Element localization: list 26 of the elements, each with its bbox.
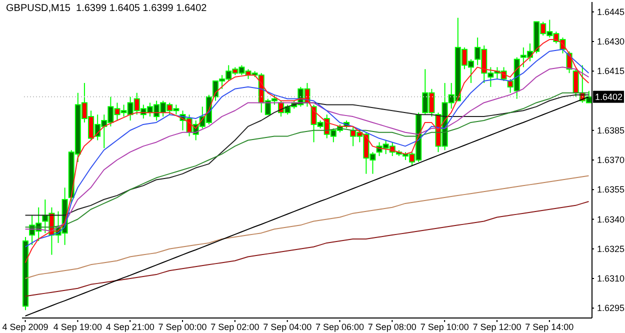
y-tick-label: 1.6325 xyxy=(597,244,625,254)
x-tick-label: 7 Sep 14:00 xyxy=(525,322,574,332)
x-tick-label: 4 Sep 21:00 xyxy=(106,322,154,332)
x-tick-label: 7 Sep 10:00 xyxy=(420,322,469,332)
x-tick-label: 7 Sep 00:00 xyxy=(158,322,207,332)
x-tick-label: 7 Sep 08:00 xyxy=(368,322,416,332)
y-tick-label: 1.6370 xyxy=(597,155,625,165)
x-tick-label: 4 Sep 2009 xyxy=(2,322,48,332)
y-tick-label: 1.6295 xyxy=(597,303,625,314)
y-tick-label: 1.6385 xyxy=(597,125,625,136)
y-tick-label: 1.6415 xyxy=(597,66,625,76)
y-tick-label: 1.6445 xyxy=(597,6,625,17)
y-tick-label: 1.6340 xyxy=(597,214,625,224)
line-series xyxy=(24,175,590,279)
y-tick-label: 1.6310 xyxy=(597,274,625,284)
candlestick xyxy=(572,68,579,98)
ref-line-label: 1.6402 xyxy=(595,92,623,102)
x-tick-label: 7 Sep 02:00 xyxy=(210,322,260,332)
line-series xyxy=(24,200,590,297)
y-tick-label: 1.6430 xyxy=(597,36,625,46)
x-tick-label: 4 Sep 19:00 xyxy=(53,322,102,332)
y-tick-label: 1.6355 xyxy=(597,184,625,195)
x-tick-label: 7 Sep 12:00 xyxy=(472,322,522,332)
x-tick-label: 7 Sep 06:00 xyxy=(315,322,364,332)
chart-title: GBPUSD,M15 1.6399 1.6405 1.6399 1.6402 xyxy=(6,3,207,14)
x-tick-label: 7 Sep 04:00 xyxy=(263,322,312,332)
